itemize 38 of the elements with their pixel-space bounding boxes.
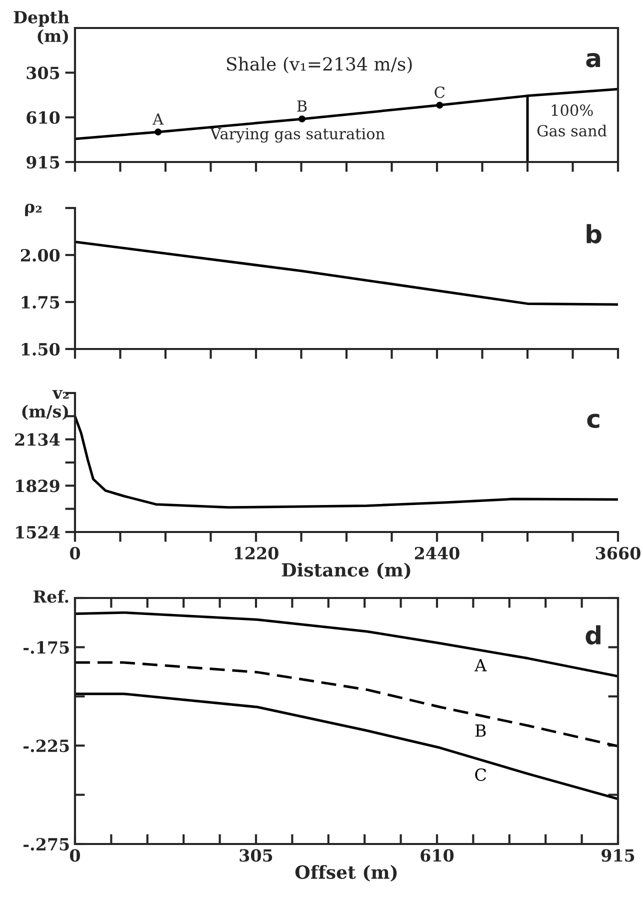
x-tick-label: 1220 [234, 546, 278, 560]
x-tick-label: 610 [420, 849, 454, 862]
y-tick-label: 1.75 [22, 296, 60, 309]
x-axis-title: Distance (m) [282, 562, 410, 580]
annotation: d [586, 625, 600, 645]
y-axis-title: ρ₂ [25, 204, 42, 216]
y-tick-label: 2.00 [20, 248, 60, 262]
series-label: A [474, 659, 487, 672]
y-tick-label: -.225 [24, 740, 69, 752]
x-tick-label: 0 [70, 849, 80, 862]
y-tick-label: 1829 [16, 480, 60, 492]
y-tick-label: 915 [26, 156, 60, 169]
annotation: Varying gas saturation [210, 128, 385, 143]
y-tick-label: 610 [26, 111, 60, 124]
annotation: b [586, 224, 602, 244]
annotation: A [152, 113, 164, 125]
x-tick-label: 915 [602, 849, 634, 862]
x-tick-label: 3660 [596, 546, 640, 560]
y-axis-title: Ref. [34, 590, 68, 603]
annotation: a [586, 53, 600, 68]
y-tick-label: -.175 [24, 641, 69, 654]
y-tick-label: -.275 [24, 838, 69, 851]
y-tick-label: 305 [26, 66, 60, 80]
annotation: Shale (v₁=2134 m/s) [226, 56, 412, 74]
annotation: 100% Gas sand [537, 104, 607, 137]
annotation: B [297, 100, 307, 112]
series-label: B [475, 724, 486, 737]
x-tick-label: 0 [70, 546, 80, 560]
annotation: c [587, 414, 600, 428]
y-tick-label: 1.50 [22, 342, 60, 356]
x-tick-label: 2440 [414, 546, 460, 560]
series-label: C [475, 768, 486, 782]
x-axis-title: Offset (m) [295, 864, 397, 882]
x-tick-label: 305 [240, 849, 272, 862]
y-tick-label: 1524 [16, 526, 60, 539]
annotation: C [434, 86, 445, 98]
y-axis-title: Depth (m) [14, 10, 70, 45]
y-tick-label: 2134 [15, 433, 60, 446]
